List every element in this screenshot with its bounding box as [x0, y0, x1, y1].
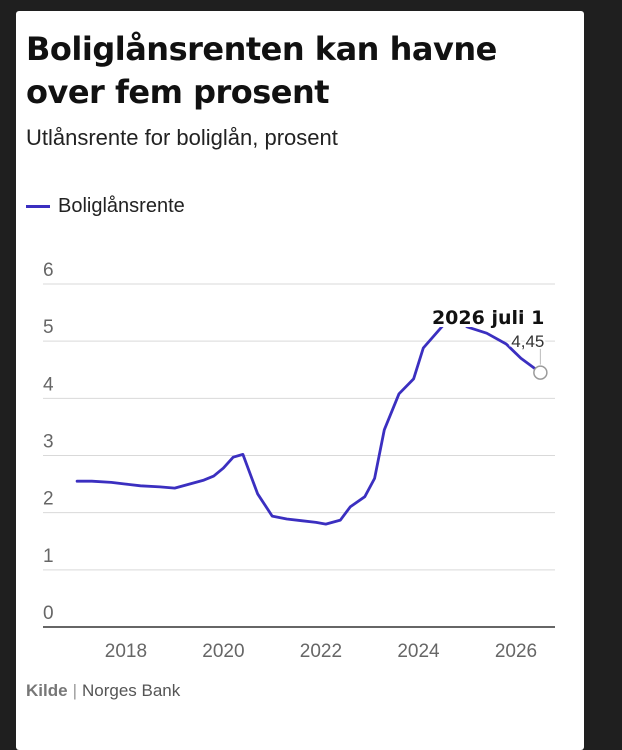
annotation-value: 4,45: [511, 332, 544, 351]
y-tick-label: 0: [43, 603, 54, 624]
x-tick-label: 2020: [202, 641, 244, 662]
chart-title: Boliglånsrenten kan havne over fem prose…: [26, 30, 497, 111]
annotation-label: 2026 juli 1: [432, 307, 544, 329]
x-tick-label: 2026: [495, 641, 537, 662]
source-value: Norges Bank: [81, 681, 181, 700]
x-tick-label: 2018: [105, 641, 147, 662]
y-tick-label: 3: [43, 432, 54, 453]
legend: Boliglånsrente: [26, 195, 185, 218]
y-tick-label: 1: [43, 546, 54, 567]
x-tick-label: 2024: [397, 641, 440, 662]
x-tick-label: 2022: [300, 641, 342, 662]
series-line-boliglansrente: [75, 316, 542, 526]
y-tick-label: 5: [43, 317, 54, 338]
y-tick-label: 4: [43, 374, 54, 395]
chart-subtitle: Utlånsrente for boliglån, prosent: [26, 125, 338, 150]
legend-label: Boliglånsrente: [58, 195, 185, 217]
y-tick-label: 2: [43, 489, 54, 510]
y-tick-label: 6: [43, 260, 54, 281]
legend-swatch: [26, 205, 50, 208]
source-separator: |: [72, 681, 77, 700]
source-note: Kilde | Norges Bank: [26, 681, 180, 701]
source-label: Kilde: [26, 681, 68, 700]
annotation-point: [533, 365, 548, 380]
